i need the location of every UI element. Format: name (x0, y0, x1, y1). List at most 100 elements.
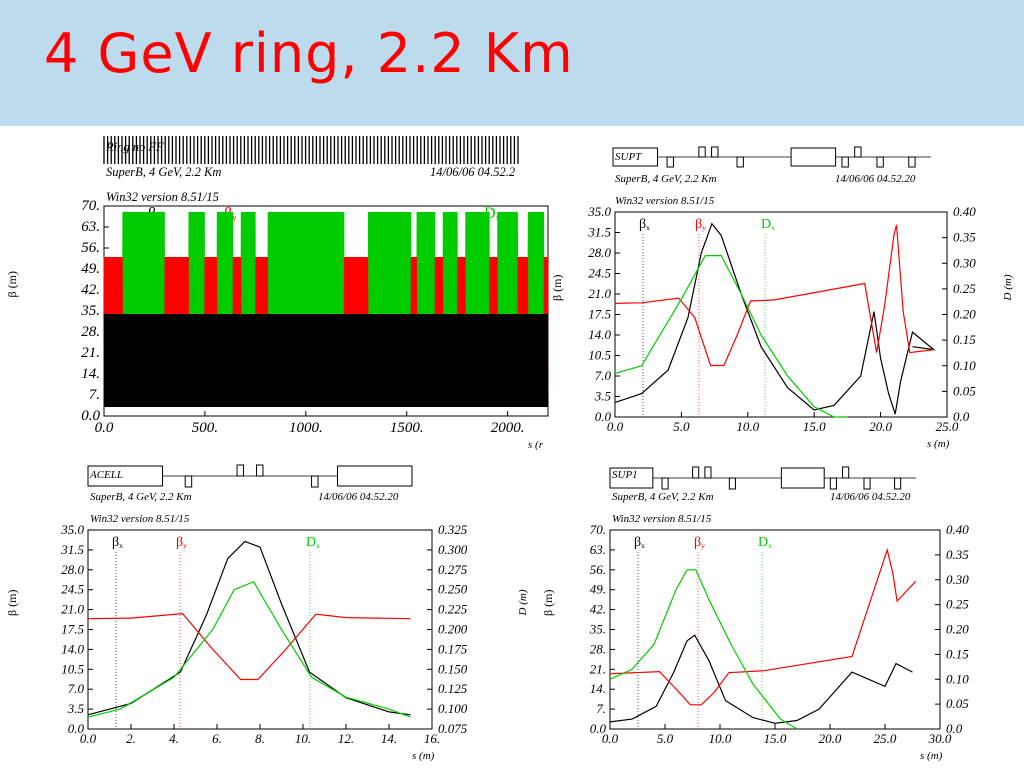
x-tick-label: 0.0 (602, 731, 619, 746)
y2-tick-label: 0.125 (438, 681, 468, 696)
x-axis-label: s (m) (412, 750, 435, 762)
y-tick-label: 28. (81, 324, 100, 340)
y2-tick-label: 0.250 (438, 582, 468, 597)
series-dx-line (87, 580, 411, 718)
series-betax-line (87, 540, 411, 716)
y-tick-label: 7. (89, 387, 100, 403)
lattice-quad-focusing (711, 146, 719, 158)
y2-tick-label: 0.40 (953, 204, 976, 219)
x-tick-label: 10.0 (709, 731, 732, 746)
y-tick-label: 17.5 (588, 307, 611, 322)
y2-tick-label: 0.25 (946, 597, 969, 612)
y2-tick-label: 0.10 (946, 671, 969, 686)
x-tick-label: 15.0 (764, 731, 787, 746)
x-tick-label: 1500. (390, 420, 424, 436)
series-betax-line (103, 313, 549, 408)
y2-tick-label: 0.35 (946, 547, 969, 562)
y-axis-label: β (m) (5, 271, 19, 297)
series-dx-line (614, 255, 848, 418)
y-tick-label: 3.5 (594, 389, 612, 404)
y2-axis-label: D (m) (1002, 274, 1014, 301)
y2-tick-label: 0.225 (438, 602, 468, 617)
y2-tick-label: 0.40 (946, 522, 969, 537)
y2-tick-label: 0.10 (953, 358, 976, 373)
chart-header-line: Win32 version 8.51/15 (615, 195, 715, 207)
x-tick-label: 0.0 (607, 419, 624, 434)
y-tick-label: 14.0 (588, 327, 611, 342)
lattice-quad-defocusing (666, 156, 674, 168)
x-tick-label: 14. (381, 731, 397, 746)
title-band (0, 0, 1024, 126)
x-tick-label: 2. (126, 731, 136, 746)
x-tick-label: 8. (255, 731, 265, 746)
lattice-dipole (87, 465, 164, 487)
y-tick-label: 49. (81, 261, 100, 277)
y2-tick-label: 0.300 (438, 542, 468, 557)
legend-betax: βx (639, 217, 650, 232)
x-tick-label: 16. (424, 731, 440, 746)
chart-header-line: SuperB, 4 GeV, 2.2 Km (612, 491, 714, 503)
legend-betay: βy (176, 535, 187, 550)
y-tick-label: 35. (589, 622, 606, 637)
plot-frame (614, 211, 948, 418)
y-tick-label: 7.0 (68, 681, 85, 696)
legend-betax: βx (634, 535, 645, 550)
y2-tick-label: 0.0 (946, 721, 963, 736)
y-tick-label: 49. (590, 582, 606, 597)
lattice-strip (103, 136, 519, 164)
x-tick-label: 25.0 (874, 731, 897, 746)
y-tick-label: 35.0 (587, 204, 611, 219)
y-tick-label: 28. (590, 641, 606, 656)
x-tick-label: 500. (192, 420, 218, 436)
chart-svg: SUPT SuperB, 4 GeV, 2.2 Km Win32 version 8… (553, 146, 1014, 450)
lattice-strip (609, 466, 916, 490)
chart-date: 14/06/06 04.52.20 (830, 491, 911, 503)
lattice-quad-defocusing (184, 475, 193, 488)
legend-dx: Dx (761, 217, 775, 232)
chart-header-line: Win32 version 8.51/15 (106, 190, 219, 204)
y-tick-label: 31.5 (60, 542, 84, 557)
x-tick-label: 30.0 (928, 731, 952, 746)
x-tick-label: 0.0 (80, 731, 97, 746)
y-tick-label: 17.5 (61, 622, 84, 637)
chart-date: 14/06/06 04.52.20 (318, 491, 399, 503)
y2-tick-label: 0.200 (438, 622, 468, 637)
lattice-dipole (609, 467, 654, 489)
y-tick-label: 42. (590, 602, 606, 617)
y-tick-label: 24.5 (588, 266, 611, 281)
chart-header-line: ACELL (89, 469, 123, 481)
y-tick-label: 3.5 (67, 701, 85, 716)
x-axis-label: s (r (528, 439, 544, 451)
x-tick-label: 20.0 (819, 731, 842, 746)
chart-date: 14/06/06 04.52.20 (835, 173, 916, 185)
y-tick-label: 14. (590, 681, 606, 696)
chart-acell: ACELL SuperB, 4 GeV, 2.2 Km Win32 version … (0, 456, 512, 768)
lattice-quad-focusing (842, 466, 850, 479)
chart-header-line: SuperB, 4 GeV, 2.2 Km (90, 491, 192, 503)
chart-header-line: Win32 version 8.51/15 (90, 513, 190, 525)
x-tick-label: 4. (169, 731, 179, 746)
x-tick-label: 5.0 (673, 419, 690, 434)
y2-tick-label: 0.0 (953, 409, 970, 424)
chart-header-line: SuperB, 4 GeV, 2.2 Km (106, 165, 221, 179)
y-tick-label: 0.0 (68, 721, 85, 736)
y-tick-label: 10.5 (588, 348, 611, 363)
y-tick-label: 42. (81, 282, 100, 298)
lattice-quad-focusing (255, 464, 264, 477)
lattice-quad-defocusing (311, 475, 319, 488)
x-tick-label: 10. (295, 731, 311, 746)
series-betax-line (614, 222, 936, 415)
x-tick-label: 10.0 (736, 419, 759, 434)
lattice-quad-defocusing (876, 156, 884, 168)
lattice-quad-focusing (698, 146, 706, 158)
y2-tick-label: 0.075 (438, 721, 468, 736)
chart-header-line: SuperB, 4 GeV, 2.2 Km (615, 173, 717, 185)
x-tick-label: 25.0 (936, 419, 959, 434)
y2-tick-label: 0.325 (438, 522, 468, 537)
chart-header-line: SUP1 (612, 469, 638, 481)
y2-axis-label: D (m) (517, 589, 529, 616)
y2-tick-label: 0.100 (438, 701, 468, 716)
lattice-quad-defocusing (736, 156, 744, 168)
legend-betax: βx (112, 535, 123, 550)
x-tick-label: 0.0 (95, 420, 114, 436)
